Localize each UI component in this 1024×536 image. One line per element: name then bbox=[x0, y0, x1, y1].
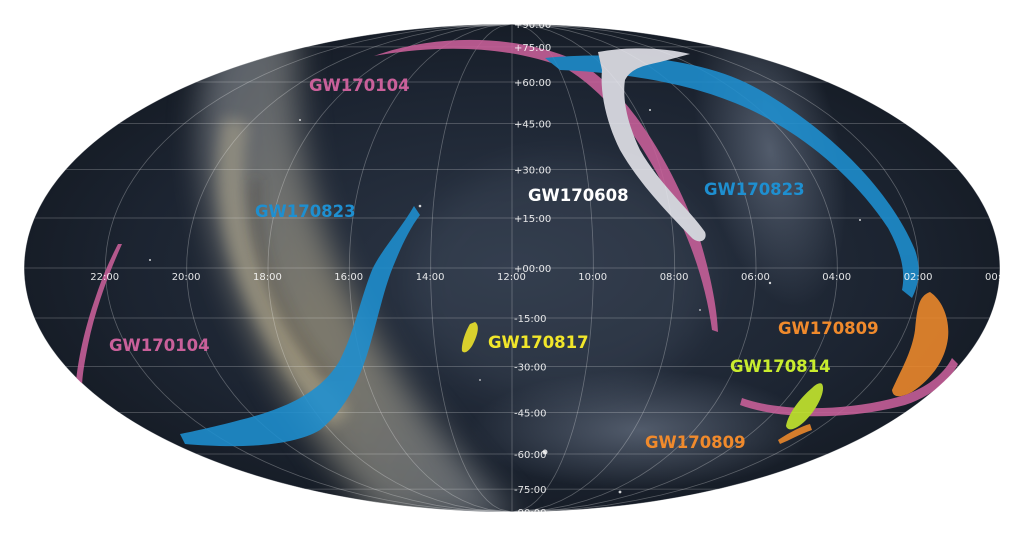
event-label-gw170104-north: GW170104 bbox=[309, 76, 410, 95]
dec-axis-labels: -90:00 -75:00 -60:00 -45:00 -30:00 -15:00 +00:… bbox=[514, 20, 551, 519]
event-label-gw170104-south: GW170104 bbox=[109, 336, 210, 355]
ra-tick-label: 10:00 bbox=[578, 272, 607, 283]
event-label-gw170809-lower: GW170809 bbox=[645, 433, 746, 452]
dec-tick-label: +75:00 bbox=[514, 43, 551, 54]
dec-tick-label: -60:00 bbox=[514, 450, 546, 461]
dec-tick-label: -45:00 bbox=[514, 409, 546, 420]
milky-way-background bbox=[24, 24, 1000, 512]
ra-tick-label: 20:00 bbox=[172, 272, 201, 283]
gw170104-region bbox=[76, 244, 122, 388]
ra-tick-label: 12:00 bbox=[497, 272, 526, 283]
dec-tick-label: -30:00 bbox=[514, 363, 546, 374]
event-label-gw170608: GW170608 bbox=[528, 186, 629, 205]
dec-tick-label: +00:00 bbox=[514, 264, 551, 275]
gw170608-region bbox=[598, 48, 706, 242]
dec-tick-label: +30:00 bbox=[514, 165, 551, 176]
event-label-gw170817: GW170817 bbox=[488, 333, 589, 352]
meridian-line bbox=[104, 24, 513, 512]
gw170104-region bbox=[374, 39, 718, 332]
gw170809-tail bbox=[778, 424, 812, 444]
gw170823-region bbox=[180, 206, 420, 447]
event-label-gw170823-left: GW170823 bbox=[255, 202, 356, 221]
meridian-line bbox=[267, 24, 513, 512]
dec-tick-label: -15:00 bbox=[514, 314, 546, 325]
ra-tick-label: 08:00 bbox=[660, 272, 689, 283]
ra-tick-label: 06:00 bbox=[741, 272, 770, 283]
meridian-line bbox=[186, 24, 513, 512]
meridian-line bbox=[511, 24, 594, 512]
event-label-gw170823-right: GW170823 bbox=[704, 180, 805, 199]
meridian-line bbox=[511, 24, 1000, 512]
dec-tick-label: +60:00 bbox=[514, 78, 551, 89]
dec-tick-label: +15:00 bbox=[514, 214, 551, 225]
ra-tick-label: 14:00 bbox=[416, 272, 445, 283]
event-label-gw170809-upper: GW170809 bbox=[778, 319, 879, 338]
meridian-line bbox=[511, 24, 920, 512]
ra-tick-label: 00:00 bbox=[985, 272, 1014, 283]
event-labels: GW170104 GW170104 GW170823 GW170823 GW17… bbox=[109, 76, 879, 452]
ra-tick-label: 16:00 bbox=[334, 272, 363, 283]
dec-tick-label: +45:00 bbox=[514, 120, 551, 131]
gw170814-region bbox=[786, 383, 824, 430]
localization-regions bbox=[76, 39, 958, 447]
ra-tick-label: 22:00 bbox=[90, 272, 119, 283]
dec-tick-label: -90:00 bbox=[514, 508, 546, 519]
dec-tick-label: +90:00 bbox=[514, 20, 551, 31]
meridian-line bbox=[348, 24, 513, 512]
ra-tick-label: 02:00 bbox=[904, 272, 933, 283]
ra-tick-label: 04:00 bbox=[822, 272, 851, 283]
gw170104-region bbox=[740, 358, 958, 417]
gw170809-region bbox=[892, 292, 949, 397]
meridian-line bbox=[430, 24, 513, 512]
ra-axis-labels: 22:00 20:00 18:00 16:00 14:00 12:00 10:00 08:00… bbox=[90, 272, 1014, 283]
gw170817-region bbox=[461, 322, 478, 353]
dec-tick-label: -75:00 bbox=[514, 485, 546, 496]
ra-tick-label: 18:00 bbox=[253, 272, 282, 283]
meridian-line bbox=[24, 24, 513, 512]
event-label-gw170814: GW170814 bbox=[730, 357, 831, 376]
